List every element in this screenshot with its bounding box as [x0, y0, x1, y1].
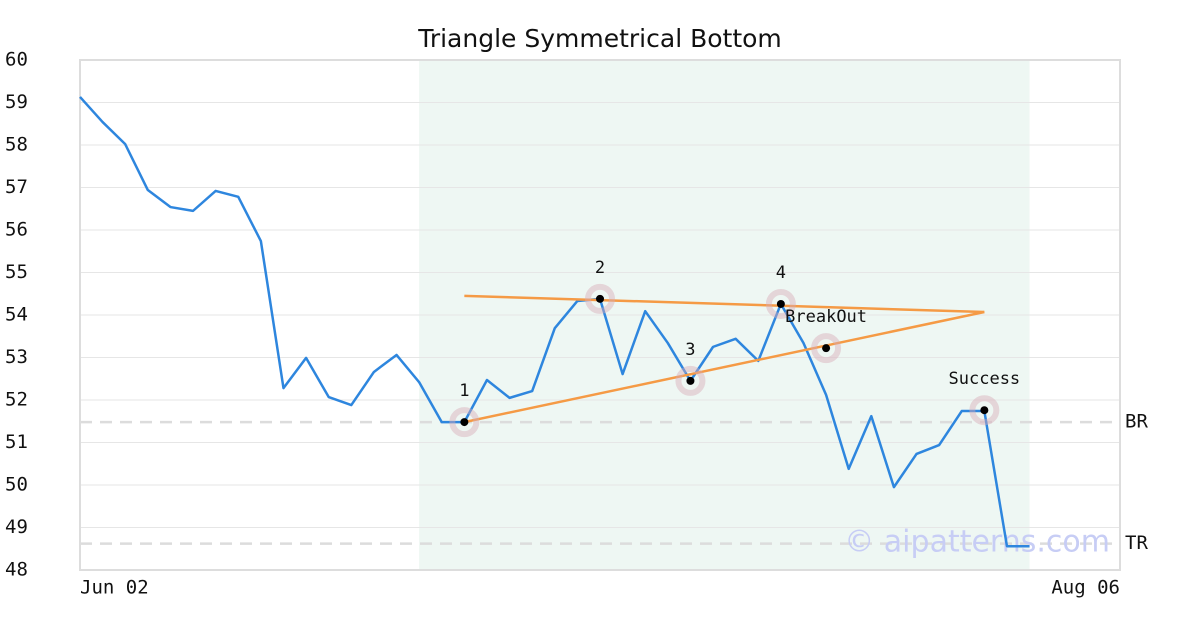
- point-label: 4: [776, 263, 786, 283]
- y-tick-label: 55: [5, 261, 28, 283]
- point-dot: [980, 406, 989, 415]
- y-tick-label: 51: [5, 431, 28, 453]
- point-dot: [776, 299, 785, 308]
- y-tick-label: 56: [5, 219, 28, 241]
- point-halo: [811, 333, 842, 364]
- x-tick-label: Aug 06: [1051, 577, 1120, 599]
- point-halo: [585, 283, 615, 314]
- point-halo: [969, 395, 1000, 426]
- y-tick-label: 54: [5, 304, 28, 326]
- y-tick-label: 50: [5, 474, 28, 496]
- point-dot: [460, 418, 469, 427]
- point-label: 1: [459, 381, 469, 401]
- x-tick-label: Jun 02: [80, 577, 149, 599]
- trend-line: [464, 294, 985, 314]
- point-dot: [822, 344, 831, 353]
- y-tick-label: 58: [5, 134, 28, 156]
- level-label: BR: [1125, 411, 1148, 433]
- point-label: BreakOut: [785, 307, 867, 327]
- y-tick-label: 60: [5, 49, 28, 71]
- y-tick-label: 49: [5, 516, 28, 538]
- y-tick-label: 53: [5, 346, 28, 368]
- y-tick-label: 59: [5, 91, 28, 113]
- y-tick-label: 48: [5, 559, 28, 581]
- plot-frame: [79, 59, 1121, 571]
- chart-title: Triangle Symmetrical Bottom: [417, 24, 782, 53]
- watermark: © aipatterns.com: [844, 525, 1110, 560]
- point-halo: [765, 288, 796, 319]
- point-halo: [675, 365, 706, 396]
- point-label: 3: [685, 340, 695, 360]
- y-tick-label: 57: [5, 176, 28, 198]
- point-label: 2: [595, 258, 605, 278]
- point-halo: [449, 407, 480, 438]
- price-line: [79, 96, 1030, 548]
- point-label: Success: [949, 369, 1021, 389]
- y-tick-label: 52: [5, 389, 28, 411]
- point-dot: [596, 294, 604, 303]
- point-dot: [686, 376, 695, 385]
- level-label: TR: [1125, 532, 1148, 554]
- trend-line: [464, 310, 985, 424]
